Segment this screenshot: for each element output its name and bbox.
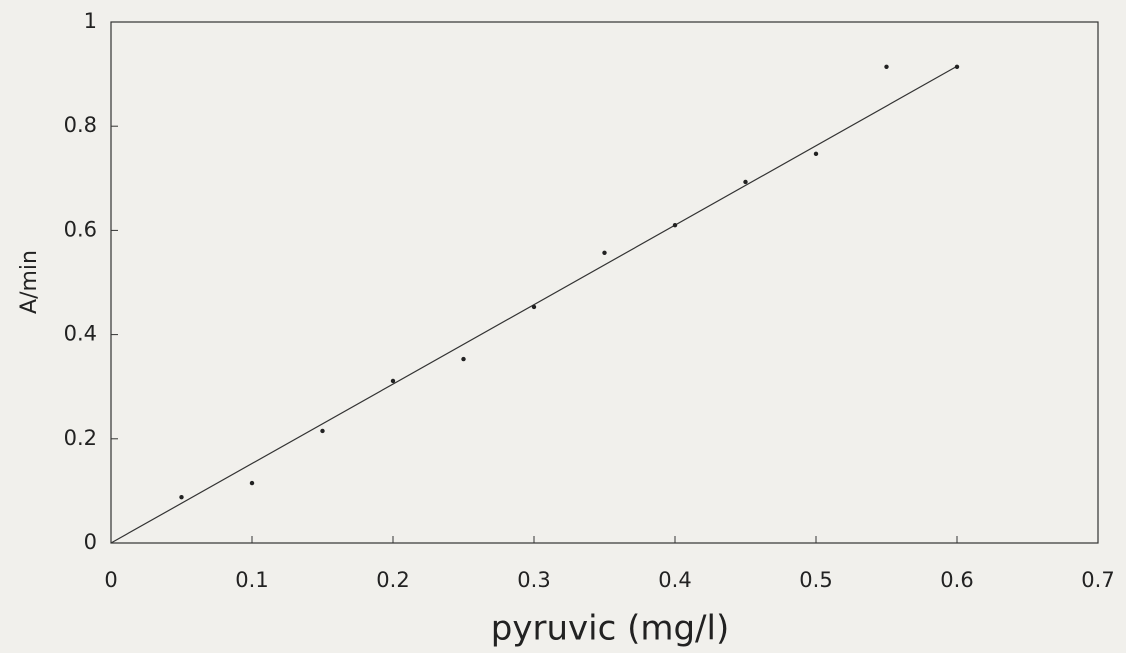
y-axis-label: A/min bbox=[17, 250, 42, 314]
data-point bbox=[320, 428, 325, 434]
y-tick-label: 1 bbox=[84, 9, 97, 33]
data-point bbox=[390, 378, 396, 384]
y-tick-label: 0.8 bbox=[64, 113, 97, 137]
x-tick-label: 0.5 bbox=[799, 568, 832, 592]
x-tick-label: 0.7 bbox=[1081, 568, 1114, 592]
data-point bbox=[602, 250, 607, 256]
data-point bbox=[743, 179, 748, 185]
plot-frame bbox=[110, 21, 1099, 544]
x-axis-label: pyruvic (mg/l) bbox=[491, 609, 729, 649]
y-tick-label: 0.6 bbox=[64, 217, 97, 241]
y-tick-label: 0.4 bbox=[64, 322, 97, 346]
x-tick-label: 0.3 bbox=[517, 568, 550, 592]
y-tick-label: 0.2 bbox=[64, 426, 97, 450]
data-point bbox=[531, 304, 537, 310]
x-tick-label: 0.2 bbox=[376, 568, 409, 592]
fit-line bbox=[110, 65, 958, 544]
data-point bbox=[884, 64, 889, 70]
data-point bbox=[461, 356, 466, 362]
x-tick-label: 0.4 bbox=[658, 568, 691, 592]
x-tick-label: 0.6 bbox=[940, 568, 973, 592]
x-tick-label: 0 bbox=[104, 568, 117, 592]
data-point bbox=[813, 151, 819, 157]
data-point bbox=[954, 64, 960, 70]
data-point bbox=[249, 480, 255, 486]
x-tick-label: 0.1 bbox=[235, 568, 268, 592]
y-tick-label: 0 bbox=[84, 530, 97, 554]
data-point bbox=[672, 222, 678, 228]
data-point bbox=[179, 494, 184, 500]
